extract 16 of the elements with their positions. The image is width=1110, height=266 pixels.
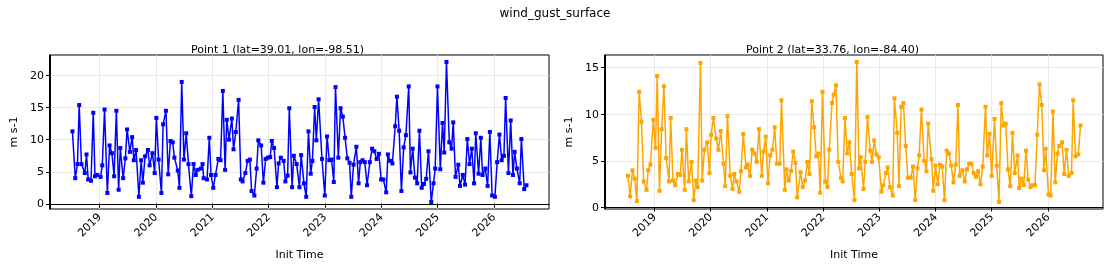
y-tick-label: 5 (591, 154, 599, 168)
y-axis-title: m s-1 (562, 116, 575, 148)
chart-title: Point 1 (lat=39.01, lon=-98.51) (190, 43, 365, 56)
y-axis-title: m s-1 (7, 116, 20, 148)
y-tick-label: 0 (591, 201, 599, 215)
y-tick-label: 5 (36, 165, 44, 179)
chart-title: Point 2 (lat=33.76, lon=-84.40) (745, 43, 920, 56)
y-tick-label: 0 (36, 197, 44, 211)
x-axis-title: Init Time (275, 248, 324, 261)
y-tick-label: 10 (29, 133, 44, 147)
y-tick-label: 15 (29, 101, 44, 115)
x-axis-title: Init Time (829, 248, 879, 261)
y-tick-label: 20 (29, 69, 44, 83)
text: wind_gust_surface (498, 6, 612, 20)
y-tick-label: 10 (584, 107, 599, 121)
y-tick-label: 15 (584, 61, 599, 75)
